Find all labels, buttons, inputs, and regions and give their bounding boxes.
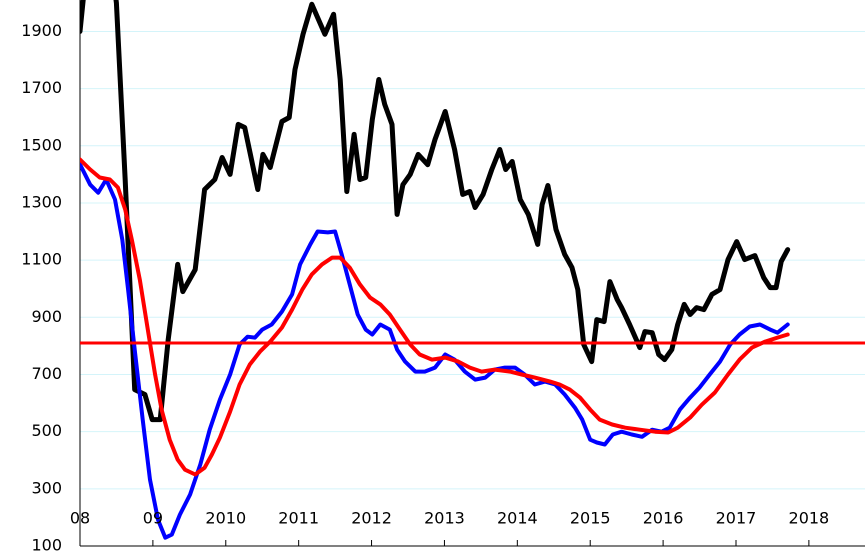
series-line (80, 0, 791, 423)
x-tick-label: 2014 (497, 509, 538, 528)
x-tick-label: 2012 (351, 509, 392, 528)
y-tick-label: 1300 (21, 192, 62, 211)
y-tick-label: 100 (31, 536, 62, 554)
y-tick-label: 1900 (21, 21, 62, 40)
x-tick-label: 2017 (716, 509, 757, 528)
x-tick-label: 2010 (205, 509, 246, 528)
y-tick-label: 300 (31, 478, 62, 497)
y-tick-label: 500 (31, 421, 62, 440)
x-tick-label: 09 (143, 509, 163, 528)
x-tick-label: 2011 (278, 509, 319, 528)
y-tick-label: 700 (31, 364, 62, 383)
y-tick-label: 1700 (21, 78, 62, 97)
x-tick-label: 2018 (789, 509, 830, 528)
x-tick-label: 2016 (643, 509, 684, 528)
x-tick-label: 2013 (424, 509, 465, 528)
x-tick-label: 2015 (570, 509, 611, 528)
series-line (80, 157, 790, 477)
y-tick-label: 1100 (21, 250, 62, 269)
y-tick-label: 1500 (21, 135, 62, 154)
plot-area (80, 0, 865, 540)
y-tick-label: 900 (31, 307, 62, 326)
labels: 100 300 500 700 900 1100 1300 1500 1700 1900 08 09 2… (21, 21, 829, 554)
x-tick-label: 08 (70, 509, 90, 528)
